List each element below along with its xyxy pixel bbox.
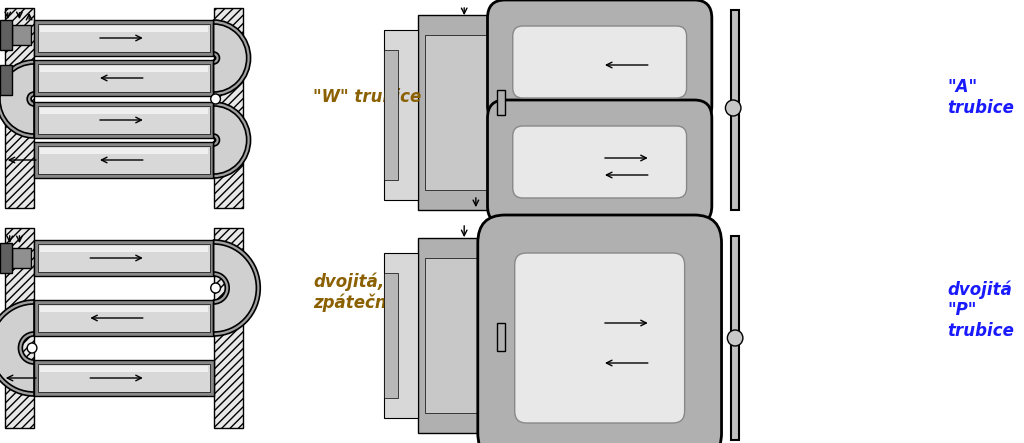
Circle shape [727, 330, 742, 346]
Circle shape [725, 100, 741, 116]
Bar [384, 273, 398, 398]
Bar [40, 66, 208, 72]
Bar [38, 244, 210, 272]
Wedge shape [0, 60, 34, 138]
Circle shape [28, 343, 37, 353]
Circle shape [211, 94, 220, 104]
Text: dvojitá,
zpáteční: dvojitá, zpáteční [313, 272, 393, 312]
Bar [425, 258, 499, 413]
Bar [38, 106, 210, 134]
Bar [40, 148, 208, 154]
Bar [38, 364, 210, 392]
Bar [0, 65, 11, 95]
Bar [40, 306, 208, 312]
Bar [38, 64, 210, 92]
Bar [34, 240, 214, 276]
Bar [40, 108, 208, 114]
Wedge shape [214, 106, 247, 174]
Bar [5, 8, 34, 208]
Circle shape [211, 283, 220, 293]
Bar [731, 10, 739, 210]
Wedge shape [214, 240, 260, 336]
Text: "W" trubice: "W" trubice [313, 89, 422, 106]
FancyBboxPatch shape [487, 100, 712, 224]
Bar [498, 323, 505, 351]
Bar [40, 366, 208, 372]
Wedge shape [0, 300, 34, 396]
Bar [731, 236, 739, 440]
Wedge shape [214, 102, 251, 178]
Bar [40, 246, 208, 252]
Bar [38, 304, 210, 332]
Bar [214, 228, 243, 428]
Bar [34, 102, 214, 138]
Wedge shape [214, 24, 247, 92]
Bar [214, 8, 243, 208]
Bar [498, 90, 505, 115]
Bar [34, 142, 214, 178]
Bar [0, 243, 11, 273]
Bar [34, 300, 214, 336]
Bar [11, 25, 31, 45]
Bar [425, 35, 499, 190]
Bar [418, 238, 505, 433]
FancyBboxPatch shape [515, 253, 685, 423]
Bar [34, 60, 214, 96]
Text: dvojitá
"P"
trubice: dvojitá "P" trubice [947, 280, 1015, 340]
FancyBboxPatch shape [478, 215, 722, 443]
Bar [38, 146, 210, 174]
Bar [11, 248, 31, 268]
Bar [418, 15, 505, 210]
Bar [38, 24, 210, 52]
Wedge shape [214, 20, 251, 96]
FancyBboxPatch shape [487, 0, 712, 124]
Bar [34, 20, 214, 56]
Bar [0, 20, 11, 50]
Text: "A"
trubice: "A" trubice [947, 78, 1015, 117]
Bar [384, 50, 398, 180]
Bar [384, 30, 418, 200]
Wedge shape [214, 244, 256, 332]
FancyBboxPatch shape [513, 126, 686, 198]
Wedge shape [0, 304, 34, 392]
Bar [384, 253, 418, 418]
FancyBboxPatch shape [513, 26, 686, 98]
Bar [5, 228, 34, 428]
Bar [40, 26, 208, 32]
Wedge shape [0, 64, 34, 134]
Bar [34, 360, 214, 396]
